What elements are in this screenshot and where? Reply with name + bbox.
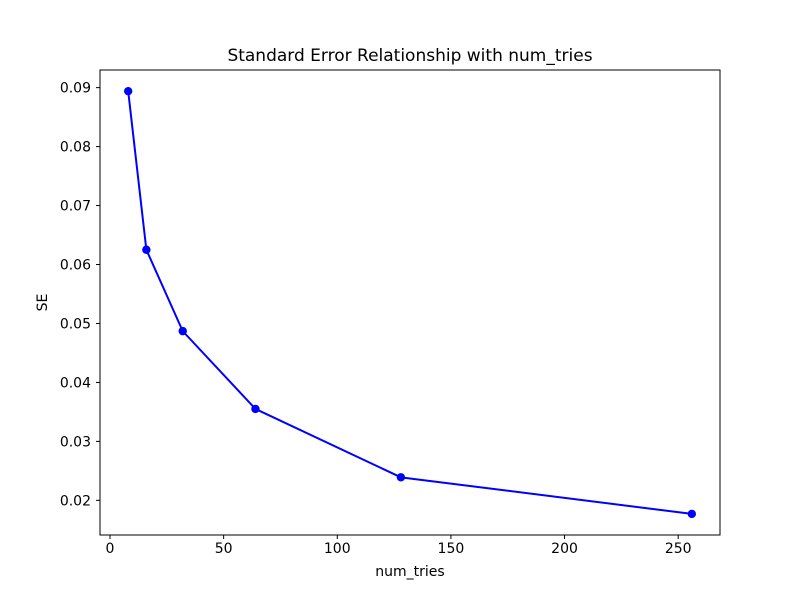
chart-title: Standard Error Relationship with num_tri… — [227, 46, 592, 66]
y-tick-label: 0.07 — [60, 199, 91, 215]
x-tick-label: 150 — [438, 541, 465, 557]
y-tick-label: 0.03 — [60, 434, 91, 450]
y-axis-ticks: 0.02 0.03 0.04 0.05 0.06 0.07 0.08 0.09 — [60, 81, 100, 509]
x-axis-label: num_tries — [375, 564, 444, 580]
data-point — [396, 473, 406, 482]
plot-area — [99, 69, 721, 536]
data-series — [123, 86, 697, 519]
data-point — [178, 326, 187, 336]
y-tick-label: 0.08 — [60, 140, 91, 156]
data-point — [123, 86, 133, 96]
y-tick-label: 0.06 — [60, 258, 91, 274]
data-point — [687, 509, 697, 519]
x-tick-label: 200 — [551, 541, 578, 557]
x-tick-label: 250 — [665, 541, 692, 557]
data-point — [251, 404, 260, 414]
x-tick-label: 50 — [215, 541, 233, 557]
y-tick-label: 0.02 — [60, 493, 91, 509]
y-tick-label: 0.05 — [60, 316, 91, 332]
y-tick-label: 0.04 — [60, 375, 91, 391]
x-tick-label: 100 — [324, 541, 351, 557]
x-axis-ticks: 0 50 100 150 200 250 — [106, 535, 692, 557]
series-line — [127, 91, 692, 515]
data-point — [142, 245, 151, 254]
y-tick-label: 0.09 — [60, 81, 91, 97]
y-axis-label: SE — [35, 294, 51, 312]
x-tick-label: 0 — [106, 541, 115, 557]
